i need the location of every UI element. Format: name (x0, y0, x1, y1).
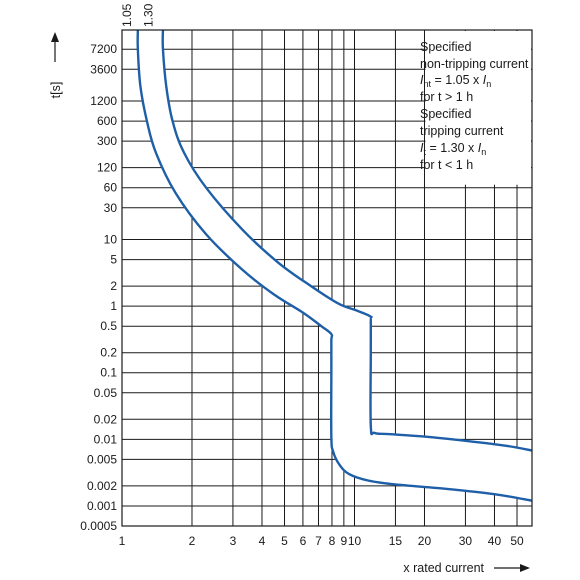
y-tick-label: 0.002 (87, 479, 117, 493)
annotation-line-2: non-tripping current (420, 57, 529, 71)
y-tick-label: 30 (104, 201, 118, 215)
annotation-line-1: Specified (420, 40, 471, 54)
annotation-line-8: for t < 1 h (420, 158, 473, 172)
x-tick-label: 50 (510, 534, 524, 548)
x-tick-label: 10 (348, 534, 362, 548)
y-tick-label: 0.001 (87, 499, 117, 513)
x-axis-label-group: x rated current (403, 561, 530, 575)
x-tick-label: 3 (230, 534, 237, 548)
x-tick-label: 20 (418, 534, 432, 548)
x-tick-label: 6 (300, 534, 307, 548)
y-axis-label: t[s] (49, 82, 63, 99)
y-tick-label: 0.1 (100, 366, 117, 380)
y-tick-label: 0.005 (87, 452, 117, 466)
y-axis-label-group: t[s] (49, 32, 63, 98)
curve-layer (136, 30, 532, 502)
x-tick-label: 5 (281, 534, 288, 548)
y-tick-label: 5 (110, 253, 117, 267)
y-tick-label: 300 (97, 134, 117, 148)
y-tick-label: 0.05 (94, 386, 118, 400)
y-tick-label: 7200 (90, 42, 117, 56)
annotation-line-5: Specified (420, 107, 471, 121)
y-tick-label: 2 (110, 279, 117, 293)
y-tick-label: 0.01 (94, 432, 118, 446)
annotation-line-4: for t > 1 h (420, 90, 473, 104)
frame-layer (121, 29, 533, 527)
top-curve-label: 1.05 (120, 3, 134, 27)
top-curve-label: 1.30 (141, 3, 155, 27)
y-tick-label: 600 (97, 114, 117, 128)
tolerance-band (137, 30, 532, 501)
x-tick-label: 1 (119, 534, 126, 548)
annotation-line-6: tripping current (420, 124, 504, 138)
x-tick-label: 7 (315, 534, 322, 548)
y-tick-label: 0.0005 (80, 519, 117, 533)
x-tick-label: 15 (389, 534, 403, 548)
lower-tripping-curve (136, 30, 532, 502)
x-axis-label: x rated current (403, 561, 484, 575)
y-tick-label: 10 (104, 233, 118, 247)
tick-layer: 1 2 3 4 5 6 7 8 9 10 15 20 30 40 500.00050.0010.0020.0… (80, 3, 524, 548)
x-tick-label: 2 (189, 534, 196, 548)
x-tick-label: 9 (341, 534, 348, 548)
x-tick-label: 40 (488, 534, 502, 548)
y-tick-label: 60 (104, 181, 118, 195)
y-tick-label: 3600 (90, 62, 117, 76)
x-tick-label: 4 (259, 534, 266, 548)
annotation-box: Specified non-tripping current Int = 1.0… (420, 40, 529, 172)
y-axis-arrow-head (51, 32, 59, 42)
upper-tripping-curve (161, 30, 532, 452)
annotation-background (425, 31, 531, 185)
x-tick-label: 8 (329, 534, 336, 548)
y-tick-label: 1 (110, 299, 117, 313)
y-tick-label: 1200 (90, 94, 117, 108)
annotation-formula-nt: Int = 1.05 x In (420, 73, 491, 89)
y-tick-label: 120 (97, 161, 117, 175)
y-tick-label: 0.5 (100, 319, 117, 333)
plot-frame (121, 29, 533, 527)
y-tick-label: 0.02 (94, 412, 118, 426)
y-tick-label: 0.2 (100, 346, 117, 360)
annotation-formula-t: It = 1.30 x In (420, 141, 486, 157)
x-tick-label: 30 (459, 534, 473, 548)
x-axis-arrow-head (520, 564, 530, 572)
